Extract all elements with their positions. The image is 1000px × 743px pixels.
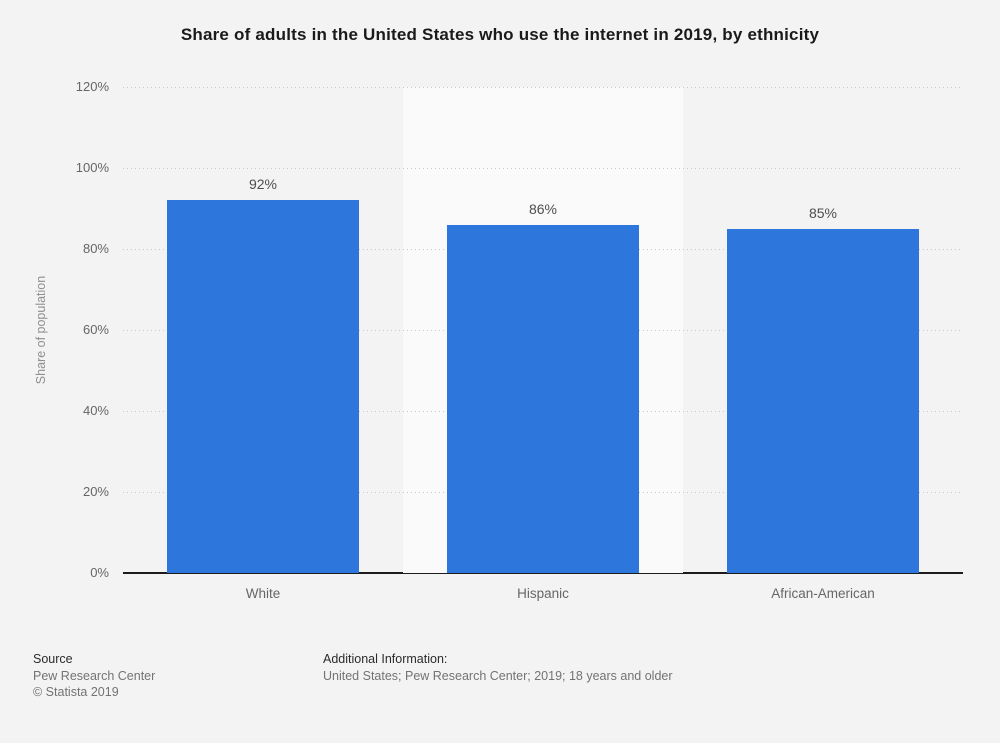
x-axis-line xyxy=(123,572,963,574)
additional-info-block: Additional Information: United States; P… xyxy=(323,651,943,701)
copyright-notice: © Statista 2019 xyxy=(33,685,119,699)
source-block: Source Pew Research Center © Statista 20… xyxy=(33,651,323,701)
y-axis-title: Share of population xyxy=(34,275,48,385)
category-label-african-american: African-American xyxy=(771,586,875,601)
value-label-african-american: 85% xyxy=(808,205,838,221)
source-name: Pew Research Center xyxy=(33,668,156,683)
y-tick-label-20: 20% xyxy=(82,484,109,499)
chart-footer: Source Pew Research Center © Statista 20… xyxy=(33,651,963,701)
y-tick-label-0: 0% xyxy=(90,565,109,580)
chart-title: Share of adults in the United States who… xyxy=(180,25,820,44)
source-label: Source xyxy=(33,652,73,666)
plot-area: 0% 20% 40% 60% 80% 100% 120% 92% White 86% Hispani… xyxy=(76,79,963,601)
additional-info-text: United States; Pew Research Center; 2019… xyxy=(323,668,673,683)
y-tick-label-40: 40% xyxy=(82,403,109,418)
y-tick-label-100: 100% xyxy=(75,160,109,175)
y-tick-label-120: 120% xyxy=(75,79,109,94)
gridline-120 xyxy=(123,87,963,88)
y-tick-label-60: 60% xyxy=(82,322,109,337)
gridline-100 xyxy=(123,168,963,169)
value-label-hispanic: 86% xyxy=(528,201,558,217)
category-label-hispanic: Hispanic xyxy=(517,586,569,601)
bar-african-american[interactable] xyxy=(727,229,919,573)
bar-white[interactable] xyxy=(167,200,359,573)
additional-info-label: Additional Information: xyxy=(323,652,448,666)
y-tick-label-80: 80% xyxy=(82,241,109,256)
bar-hispanic[interactable] xyxy=(447,225,639,573)
category-label-white: White xyxy=(245,586,281,601)
value-label-white: 92% xyxy=(248,176,278,192)
